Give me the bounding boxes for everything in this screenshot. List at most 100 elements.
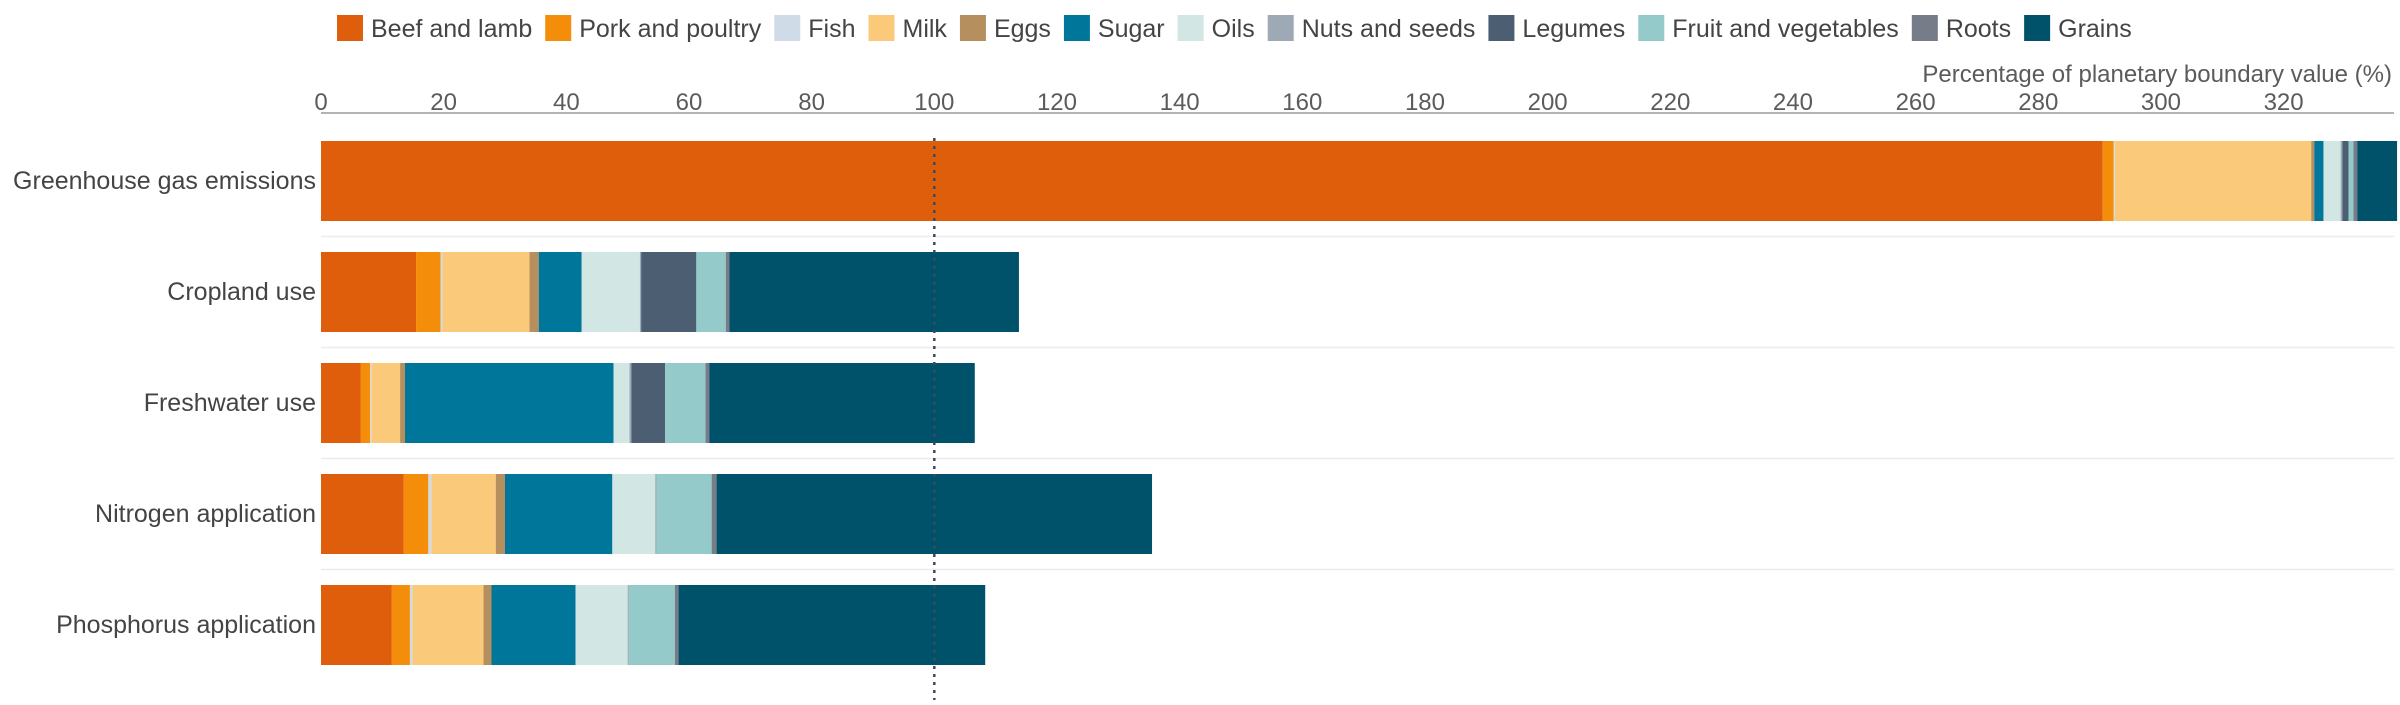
bar-segment — [360, 363, 371, 443]
legend-label: Roots — [1946, 15, 2011, 43]
category-label: Nitrogen application — [95, 500, 316, 528]
bar-segment — [442, 252, 530, 332]
bar-segment — [729, 252, 1019, 332]
bar-segment — [575, 585, 628, 665]
legend-item: Eggs — [959, 15, 1051, 43]
bar-segment — [2340, 141, 2343, 221]
bar-segment — [641, 252, 697, 332]
legend-item: Sugar — [1063, 15, 1165, 43]
bar-segment — [529, 252, 539, 332]
legend-item: Legumes — [1488, 15, 1625, 43]
legend-swatch — [1638, 15, 1665, 41]
bar-segment — [391, 585, 410, 665]
bar-segment — [709, 363, 975, 443]
x-tick-label: 180 — [1405, 89, 1445, 116]
x-tick-label: 240 — [1773, 89, 1813, 116]
x-tick-label: 200 — [1528, 89, 1568, 116]
legend-item: Pork and poultry — [545, 15, 762, 43]
bar-segment — [2342, 141, 2349, 221]
bar-segment — [412, 585, 484, 665]
bar-segment — [2348, 141, 2354, 221]
legend-swatch — [1267, 15, 1294, 41]
bar-segment — [321, 252, 417, 332]
x-axis-title: Percentage of planetary boundary value (… — [1922, 61, 2392, 88]
legend-item: Roots — [1911, 15, 2011, 43]
legend-item: Fruit and vegetables — [1638, 15, 1899, 43]
bar-segment — [612, 474, 656, 554]
bar-segment — [538, 252, 582, 332]
bar-segment — [2113, 141, 2115, 221]
legend-label: Grains — [2058, 15, 2132, 43]
bar-segment — [631, 363, 666, 443]
bar-segment — [504, 474, 613, 554]
legend-swatch — [337, 15, 363, 41]
legend-label: Oils — [1212, 15, 1255, 43]
x-tick-label: 280 — [2018, 89, 2058, 116]
bar-segment — [2353, 141, 2358, 221]
bar-segment — [639, 252, 642, 332]
bar-segment — [711, 474, 717, 554]
bar-segment — [321, 141, 2103, 221]
bar-segment — [400, 363, 406, 443]
x-tick-label: 20 — [430, 89, 457, 116]
x-tick-label: 320 — [2264, 89, 2304, 116]
legend-swatch — [774, 15, 801, 41]
bar-segment — [665, 363, 706, 443]
legend-label: Nuts and seeds — [1302, 15, 1476, 43]
bar-segment — [628, 585, 675, 665]
bar-segment — [405, 363, 614, 443]
bar-segment — [409, 585, 413, 665]
bar-segment — [416, 252, 441, 332]
bar-segment — [440, 252, 443, 332]
legend-item: Nuts and seeds — [1267, 15, 1476, 43]
x-tick-label: 300 — [2141, 89, 2181, 116]
bar-segment — [431, 474, 496, 554]
legend-item: Oils — [1177, 15, 1255, 43]
category-label: Cropland use — [167, 278, 316, 306]
x-axis: Percentage of planetary boundary value (… — [314, 61, 2394, 116]
category-label: Freshwater use — [144, 389, 316, 417]
bar-segment — [705, 363, 710, 443]
bar-segment — [371, 363, 401, 443]
legend-label: Eggs — [994, 15, 1051, 43]
bar-segment — [2114, 141, 2312, 221]
bar-segment — [370, 363, 372, 443]
x-tick-label: 140 — [1160, 89, 1200, 116]
bar-segment — [321, 474, 404, 554]
legend-label: Sugar — [1098, 15, 1165, 43]
legend-swatch — [1177, 15, 1204, 41]
bar-segment — [696, 252, 726, 332]
bar-segment — [674, 585, 679, 665]
legend-swatch — [1063, 15, 1090, 41]
legend-swatch — [959, 15, 986, 41]
legend-swatch — [2024, 15, 2051, 41]
bar-segment — [613, 363, 630, 443]
bar-segment — [403, 474, 429, 554]
bar-segment — [656, 474, 712, 554]
legend-swatch — [1911, 15, 1938, 41]
legend: Beef and lamb Pork and poultry Fish Milk Egg… — [337, 15, 2132, 43]
legend-item: Fish — [774, 15, 856, 43]
bars — [321, 141, 2398, 665]
legend-label: Milk — [903, 15, 948, 43]
bar-segment — [491, 585, 576, 665]
legend-swatch — [1488, 15, 1515, 41]
x-tick-label: 160 — [1282, 89, 1322, 116]
bar-segment — [629, 363, 632, 443]
x-tick-label: 100 — [914, 89, 954, 116]
legend-label: Legumes — [1522, 15, 1625, 43]
legend-label: Pork and poultry — [579, 15, 762, 43]
legend-label: Fish — [808, 15, 855, 43]
bar-segment — [627, 585, 629, 665]
category-label: Greenhouse gas emissions — [13, 167, 316, 195]
bar-segment — [678, 585, 986, 665]
legend-label: Beef and lamb — [371, 15, 532, 43]
bar-segment — [2323, 141, 2341, 221]
x-tick-label: 220 — [1650, 89, 1690, 116]
legend-label: Fruit and vegetables — [1672, 15, 1899, 43]
x-tick-label: 260 — [1896, 89, 1936, 116]
bar-segment — [725, 252, 730, 332]
gridlines — [321, 235, 2394, 571]
bar-segment — [2311, 141, 2315, 221]
